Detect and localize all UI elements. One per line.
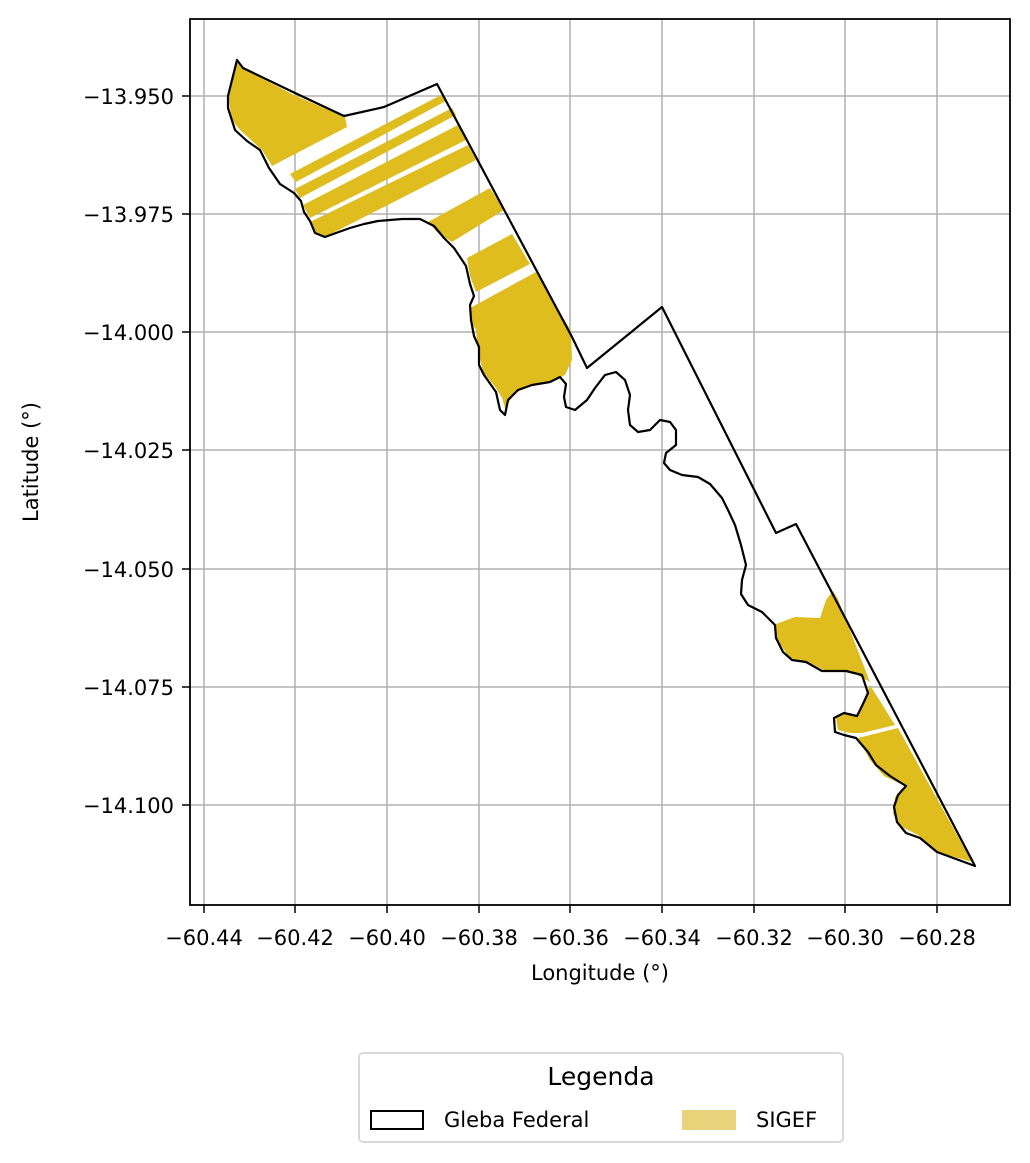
plot-frame — [189, 18, 1011, 906]
sigef-parcel-se-north — [776, 591, 870, 682]
x-tick-label: −60.42 — [256, 926, 334, 950]
x-tick-label: −60.28 — [898, 926, 976, 950]
y-tick-label: −13.975 — [83, 203, 174, 227]
x-tick-label: −60.36 — [531, 926, 609, 950]
sigef-parcel-strip-2 — [295, 108, 456, 198]
x-tick-label: −60.38 — [440, 926, 518, 950]
y-tick-label: −14.050 — [83, 558, 174, 582]
y-tick-label: −14.075 — [83, 676, 174, 700]
gleba-federal-outline — [226, 58, 977, 868]
sigef-parcels — [228, 62, 972, 862]
y-tick-label: −14.025 — [83, 439, 174, 463]
y-tick-label: −14.000 — [83, 321, 174, 345]
y-axis-label: Latitude (°) — [19, 402, 43, 522]
legend-item-gleba-federal: Gleba Federal — [370, 1108, 589, 1132]
sigef-parcel-strip-5 — [428, 188, 504, 242]
sigef-parcel-strip-3 — [303, 125, 466, 218]
map-figure: −60.44 −60.42 −60.40 −60.38 −60.36 −60.3… — [19, 18, 1011, 985]
legend-label: SIGEF — [756, 1108, 818, 1132]
sigef-parcel-river — [470, 272, 572, 408]
legend: Legenda Gleba Federal SIGEF — [358, 1052, 844, 1143]
sigef-parcel-nw — [228, 62, 347, 166]
legend-title: Legenda — [547, 1062, 655, 1091]
x-axis-ticks — [203, 905, 938, 913]
sigef-parcel-se-south — [858, 728, 972, 862]
x-tick-labels: −60.44 −60.42 −60.40 −60.38 −60.36 −60.3… — [165, 926, 976, 950]
x-axis-label: Longitude (°) — [531, 961, 669, 985]
y-tick-label: −13.950 — [83, 85, 174, 109]
x-tick-label: −60.40 — [348, 926, 426, 950]
legend-item-sigef: SIGEF — [682, 1108, 817, 1132]
legend-swatch-outline — [370, 1110, 424, 1130]
sigef-parcel-se-middle — [836, 685, 895, 733]
x-tick-label: −60.32 — [715, 926, 793, 950]
x-tick-label: −60.44 — [165, 926, 243, 950]
x-tick-label: −60.30 — [806, 926, 884, 950]
y-tick-labels: −13.950 −13.975 −14.000 −14.025 −14.050 … — [83, 85, 174, 818]
y-axis-ticks — [182, 95, 190, 806]
sigef-parcel-strip-6 — [467, 234, 530, 292]
y-tick-label: −14.100 — [83, 794, 174, 818]
legend-label: Gleba Federal — [444, 1108, 590, 1132]
sigef-parcel-strip-4 — [310, 145, 476, 237]
x-tick-label: −60.34 — [623, 926, 701, 950]
sigef-parcel-strip-1 — [290, 95, 446, 182]
legend-swatch-fill — [682, 1110, 736, 1130]
